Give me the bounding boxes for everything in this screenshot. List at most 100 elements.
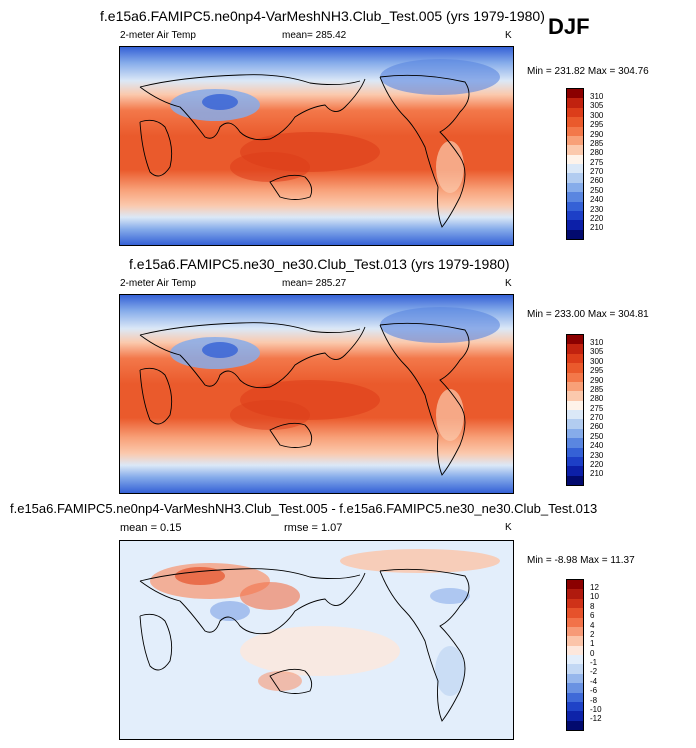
panel-3-colorbar-swatch — [567, 645, 583, 655]
colorbar-tick-label: 210 — [590, 469, 604, 479]
panel-3-colorbar-swatch — [567, 664, 583, 674]
panel-1-colorbar-swatch — [567, 98, 583, 108]
colorbar-tick-label: 285 — [590, 384, 604, 394]
colorbar-tick-label: 1 — [590, 639, 595, 649]
panel-1-colorbar-swatch — [567, 145, 583, 155]
colorbar-tick-label: 310 — [590, 338, 604, 347]
panel-1-colorbar-swatch — [567, 229, 583, 239]
panel-1-colorbar-swatch — [567, 107, 583, 118]
colorbar-tick-label: 305 — [590, 101, 604, 111]
colorbar-tick-label: 285 — [590, 138, 604, 148]
colorbar-tick-label: 230 — [590, 450, 604, 460]
panel-3-colorbar-swatch — [567, 692, 583, 702]
colorbar-tick-label: 300 — [590, 110, 604, 120]
panel-3-colorbar-swatch — [567, 598, 583, 609]
colorbar-tick-label: 220 — [590, 213, 604, 223]
colorbar-tick-label: 260 — [590, 422, 604, 432]
panel-1-colorbar-swatch — [567, 126, 583, 136]
colorbar-tick-label: -1 — [590, 658, 598, 667]
panel-2-colorbar-swatch — [567, 438, 583, 448]
colorbar-tick-label: 210 — [590, 223, 604, 233]
colorbar-tick-label: 290 — [590, 375, 604, 385]
panel-2-colorbar-swatch — [567, 456, 583, 467]
panel-1-variable: 2-meter Air Temp — [120, 30, 196, 41]
colorbar-tick-label: -12 — [590, 714, 602, 724]
panel-2-mean: mean= 285.27 — [282, 278, 347, 289]
colorbar-tick-label: 275 — [590, 157, 604, 167]
panel-3-mean: mean = 0.15 — [120, 522, 182, 534]
panel-2-colorbar-swatch — [567, 419, 583, 429]
panel-2-colorbar — [566, 334, 584, 486]
colorbar-tick-label: 220 — [590, 459, 604, 469]
panel-3-rmse: rmse = 1.07 — [284, 522, 343, 534]
panel-2-colorbar-swatch — [567, 391, 583, 401]
panel-1-colorbar-swatch — [567, 182, 583, 193]
panel-2-units: K — [505, 278, 512, 289]
colorbar-tick-label: 10 — [590, 592, 599, 602]
colorbar-tick-label: 280 — [590, 394, 604, 404]
colorbar-tick-label: 270 — [590, 167, 604, 176]
colorbar-tick-label: 240 — [590, 195, 604, 205]
colorbar-tick-label: 2 — [590, 629, 595, 639]
panel-3-colorbar — [566, 579, 584, 731]
panel-3-colorbar-swatch — [567, 580, 583, 590]
panel-2-colorbar-swatch — [567, 466, 583, 476]
colorbar-tick-label: 270 — [590, 413, 604, 422]
panel-3-colorbar-swatch — [567, 589, 583, 599]
panel-1-mean: mean= 285.42 — [282, 30, 347, 41]
panel-1-colorbar-swatch — [567, 164, 583, 174]
panel-1-colorbar-swatch — [567, 192, 583, 202]
panel-1-map — [119, 46, 514, 246]
panel-3-colorbar-swatch — [567, 626, 583, 637]
panel-2-colorbar-swatch — [567, 381, 583, 392]
panel-2-colorbar-swatch — [567, 353, 583, 364]
panel-1-units: K — [505, 30, 512, 41]
panel-2-minmax: Min = 233.00 Max = 304.81 — [527, 309, 649, 320]
panel-2-colorbar-swatch — [567, 428, 583, 439]
panel-2-colorbar-swatch — [567, 447, 583, 457]
panel-2-colorbar-swatch — [567, 363, 583, 373]
colorbar-tick-label: -8 — [590, 695, 598, 705]
panel-2-title: f.e15a6.FAMIPC5.ne30_ne30.Club_Test.013 … — [129, 256, 510, 272]
colorbar-tick-label: 295 — [590, 366, 604, 376]
panel-1-colorbar-swatch — [567, 154, 583, 164]
panel-3-colorbar-swatch — [567, 655, 583, 665]
panel-1-colorbar — [566, 88, 584, 240]
panel-1-colorbar-swatch — [567, 89, 583, 99]
panel-3-colorbar-swatch — [567, 673, 583, 684]
panel-1-title: f.e15a6.FAMIPC5.ne0np4-VarMeshNH3.Club_T… — [100, 8, 545, 24]
panel-3-title: f.e15a6.FAMIPC5.ne0np4-VarMeshNH3.Club_T… — [10, 501, 598, 516]
panel-1-colorbar-swatch — [567, 220, 583, 230]
panel-1-colorbar-swatch — [567, 201, 583, 211]
panel-2-colorbar-swatch — [567, 372, 583, 382]
panel-3-colorbar-swatch — [567, 720, 583, 730]
panel-1-minmax: Min = 231.82 Max = 304.76 — [527, 66, 649, 77]
panel-3-units: K — [505, 522, 512, 533]
panel-2-colorbar-swatch — [567, 335, 583, 345]
colorbar-tick-label: 305 — [590, 347, 604, 357]
colorbar-tick-label: 260 — [590, 176, 604, 186]
panel-1-colorbar-swatch — [567, 117, 583, 127]
panel-2-variable: 2-meter Air Temp — [120, 278, 196, 289]
colorbar-tick-label: 0 — [590, 648, 595, 658]
panel-1-colorbar-swatch — [567, 173, 583, 183]
colorbar-tick-label: 250 — [590, 185, 604, 195]
colorbar-tick-label: 250 — [590, 431, 604, 441]
panel-3-colorbar-swatch — [567, 701, 583, 712]
colorbar-tick-label: 300 — [590, 356, 604, 366]
colorbar-tick-label: 8 — [590, 601, 595, 611]
colorbar-tick-label: 12 — [590, 583, 599, 592]
panel-3-minmax: Min = -8.98 Max = 11.37 — [527, 555, 635, 566]
colorbar-tick-label: 4 — [590, 620, 595, 630]
colorbar-tick-label: 230 — [590, 204, 604, 214]
colorbar-tick-label: -6 — [590, 686, 598, 696]
colorbar-tick-label: -10 — [590, 704, 602, 714]
panel-1-colorbar-swatch — [567, 135, 583, 146]
panel-3-colorbar-swatch — [567, 617, 583, 627]
panel-2-map — [119, 294, 514, 494]
colorbar-tick-label: 290 — [590, 129, 604, 139]
colorbar-tick-label: 240 — [590, 441, 604, 451]
colorbar-tick-label: 6 — [590, 611, 595, 621]
panel-2-colorbar-swatch — [567, 475, 583, 485]
panel-1-colorbar-swatch — [567, 210, 583, 221]
